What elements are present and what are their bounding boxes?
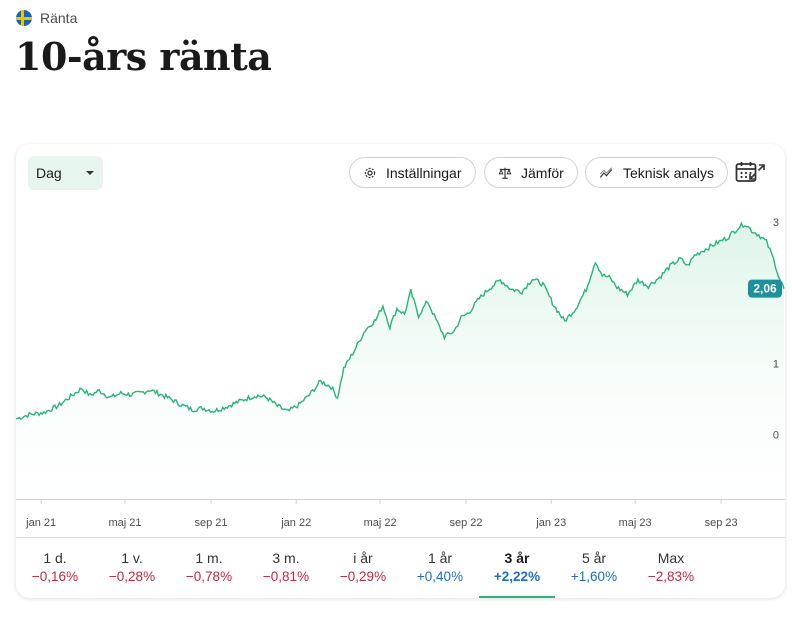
period-tab-label: 1 v. bbox=[121, 550, 143, 566]
period-tab-change: +2,22% bbox=[493, 569, 541, 584]
x-tick-label: maj 23 bbox=[619, 517, 652, 529]
period-tab[interactable]: 1 v. −0,28% bbox=[94, 538, 170, 598]
x-tick-label: jan 22 bbox=[280, 517, 311, 529]
gear-icon bbox=[364, 167, 376, 178]
settings-button-label: Inställningar bbox=[386, 164, 462, 181]
x-tick-label: sep 21 bbox=[194, 517, 227, 529]
period-tab[interactable]: 3 m. −0,81% bbox=[248, 538, 324, 598]
interval-select-value: Dag bbox=[36, 165, 62, 181]
y-tick-label: 0 bbox=[773, 429, 779, 441]
breadcrumb-label[interactable]: Ränta bbox=[40, 10, 78, 26]
period-tab[interactable]: i år −0,29% bbox=[325, 538, 401, 598]
x-tick-label: maj 21 bbox=[108, 517, 141, 529]
breadcrumb[interactable]: Ränta bbox=[16, 10, 77, 26]
period-tab-label: 3 år bbox=[504, 550, 530, 566]
interval-select[interactable]: Dag bbox=[28, 156, 103, 190]
last-value-badge: 2,06 bbox=[748, 279, 782, 298]
period-tab-label: 1 d. bbox=[43, 550, 67, 566]
caret-down-icon bbox=[86, 171, 94, 175]
compare-button[interactable]: Jämför bbox=[484, 157, 578, 188]
series-area bbox=[16, 223, 784, 499]
page-title: 10-års ränta bbox=[15, 34, 272, 79]
settings-button[interactable]: Inställningar bbox=[349, 157, 476, 188]
technical-analysis-label: Teknisk analys bbox=[623, 164, 715, 181]
period-tab[interactable]: 5 år +1,60% bbox=[556, 538, 632, 598]
period-tab-change: −0,28% bbox=[108, 569, 156, 584]
period-tab-change: −0,81% bbox=[262, 569, 310, 584]
period-tab-change: +0,40% bbox=[416, 569, 464, 584]
period-tab[interactable]: Max −2,83% bbox=[633, 538, 709, 598]
expand-icon[interactable] bbox=[747, 162, 767, 182]
x-tick-label: maj 22 bbox=[364, 517, 397, 529]
period-tab[interactable]: 3 år +2,22% bbox=[479, 538, 555, 598]
period-tab-label: 5 år bbox=[581, 550, 607, 566]
period-tab-change: −0,29% bbox=[339, 569, 387, 584]
technical-analysis-button[interactable]: Teknisk analys bbox=[585, 157, 729, 188]
compare-button-label: Jämför bbox=[521, 164, 564, 181]
x-tick-label: jan 23 bbox=[535, 517, 566, 529]
period-tab-label: Max bbox=[657, 550, 685, 566]
x-tick-label: jan 21 bbox=[25, 517, 56, 529]
period-tab-label: 1 m. bbox=[195, 550, 223, 566]
scale-icon bbox=[498, 167, 512, 179]
period-tab[interactable]: 1 år +0,40% bbox=[402, 538, 478, 598]
x-tick-label: sep 23 bbox=[705, 517, 738, 529]
period-tab-change: −0,16% bbox=[31, 569, 79, 584]
sweden-flag-icon bbox=[16, 10, 32, 26]
series-line bbox=[16, 221, 785, 421]
trend-icon bbox=[599, 166, 613, 178]
period-tabs: 1 d. −0,16% 1 v. −0,28% 1 m. −0,78% 3 m. −0,81%… bbox=[16, 537, 785, 598]
y-tick-label: 1 bbox=[773, 359, 779, 371]
period-tab-label: 1 år bbox=[427, 550, 453, 566]
chart-card: Dag Inställningar Jämför Teknisk analys bbox=[16, 144, 785, 598]
period-tab-label: i år bbox=[353, 550, 373, 566]
period-tab[interactable]: 1 d. −0,16% bbox=[17, 538, 93, 598]
period-tab-label: 3 m. bbox=[272, 550, 300, 566]
period-tab-change: −2,83% bbox=[647, 569, 695, 584]
x-tick-label: sep 22 bbox=[450, 517, 483, 529]
period-tab-change: +1,60% bbox=[570, 569, 618, 584]
period-tab-change: −0,78% bbox=[185, 569, 233, 584]
calendar-icon[interactable] bbox=[734, 160, 758, 184]
period-tab[interactable]: 1 m. −0,78% bbox=[171, 538, 247, 598]
rate-chart[interactable]: jan 21 maj 21 sep 21 jan 22 maj 22 sep 22 jan … bbox=[16, 200, 785, 536]
last-value-label: 2,06 bbox=[753, 282, 777, 296]
y-tick-label: 3 bbox=[773, 217, 779, 229]
